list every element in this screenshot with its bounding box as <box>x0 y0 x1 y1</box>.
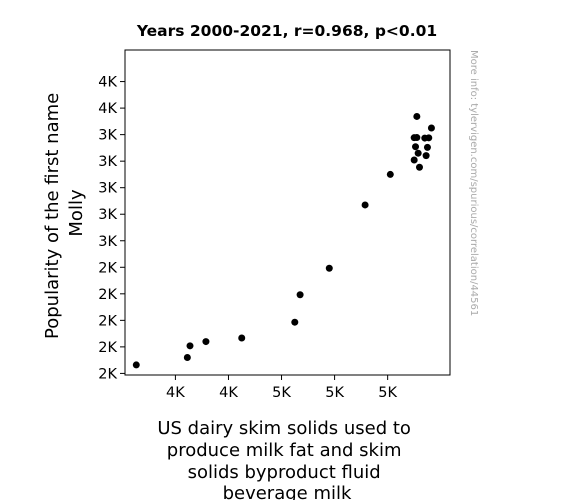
data-point <box>415 163 423 171</box>
y-tick-label: 2K <box>98 287 117 303</box>
x-tick-label: 4K <box>219 385 238 401</box>
x-tick-label: 4K <box>166 385 185 401</box>
y-tick-label: 3K <box>98 154 117 170</box>
data-point <box>413 134 421 142</box>
data-point <box>427 124 435 132</box>
data-point <box>425 134 433 142</box>
data-point <box>132 361 140 369</box>
x-tick-label: 5K <box>378 385 397 401</box>
data-point <box>422 152 430 160</box>
chart-title: Years 2000-2021, r=0.968, p<0.01 <box>136 22 437 40</box>
watermark-text: More info: tylervigen.com/spurious/corre… <box>468 50 479 316</box>
data-point <box>183 353 191 361</box>
plot-area <box>124 49 451 376</box>
x-axis-label-line: beverage milk <box>223 483 352 500</box>
x-tick-label: 5K <box>325 385 344 401</box>
x-tick-label: 5K <box>272 385 291 401</box>
data-point <box>414 149 422 157</box>
y-axis-label-line: Popularity of the first name <box>42 93 63 339</box>
data-point <box>386 170 394 178</box>
x-axis-ticks: 4K 4K 5K 5K 5K <box>166 375 398 401</box>
y-axis-label-line: Molly <box>66 189 87 237</box>
data-point <box>291 318 299 326</box>
y-tick-label: 3K <box>98 181 117 197</box>
y-tick-label: 3K <box>98 234 117 250</box>
y-tick-label: 4K <box>98 101 117 117</box>
data-point <box>413 112 421 120</box>
x-axis-label: US dairy skim solids used to produce mil… <box>157 418 416 500</box>
data-points <box>132 112 435 369</box>
data-point <box>412 143 420 151</box>
x-axis-label-line: US dairy skim solids used to <box>157 418 411 439</box>
y-tick-label: 2K <box>98 313 117 329</box>
data-point <box>202 338 210 346</box>
y-tick-label: 4K <box>98 75 117 91</box>
data-point <box>186 342 194 350</box>
y-tick-label: 2K <box>98 340 117 356</box>
data-point <box>410 156 418 164</box>
data-point <box>296 291 304 299</box>
x-axis-label-line: produce milk fat and skim <box>167 440 402 461</box>
x-axis-label-line: solids byproduct fluid <box>188 462 381 483</box>
y-axis-ticks: 2K 2K 2K 2K 2K 3K 3K 3K 3K 3K 4K 4K <box>98 75 125 382</box>
data-point <box>423 143 431 151</box>
y-tick-label: 3K <box>98 128 117 144</box>
y-tick-label: 3K <box>98 207 117 223</box>
y-axis-label: Popularity of the first name Molly <box>42 87 87 339</box>
y-tick-label: 2K <box>98 260 117 276</box>
data-point <box>238 334 246 342</box>
data-point <box>361 201 369 209</box>
data-point <box>325 264 333 272</box>
y-tick-label: 2K <box>98 366 117 382</box>
